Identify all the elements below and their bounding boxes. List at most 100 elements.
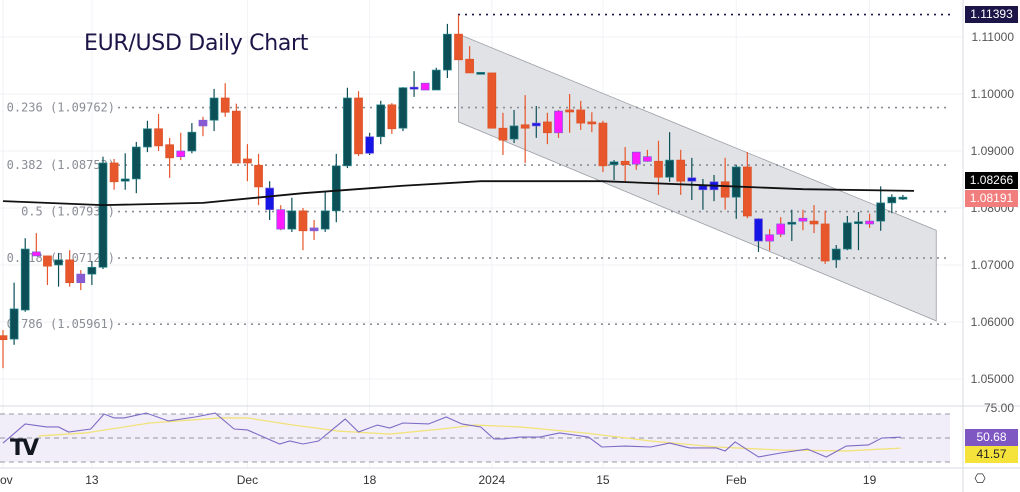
time-axis-label: 2024 [478,473,505,487]
candle[interactable] [820,223,830,262]
time-axis-label: Dec [237,473,258,487]
candle[interactable] [287,210,297,230]
candle[interactable] [298,210,308,232]
price-tick-label: 1.07000 [971,258,1015,272]
candle[interactable] [887,196,897,204]
candle[interactable] [231,110,241,164]
candle[interactable] [376,104,386,138]
candle[interactable] [743,166,752,217]
candle[interactable] [809,220,819,225]
fib-level-label: 0.236 (1.09762) [7,101,115,115]
candle[interactable] [276,209,286,230]
candle[interactable] [409,86,419,90]
candle[interactable] [154,128,163,147]
candle[interactable] [876,202,886,222]
candle[interactable] [798,217,808,222]
candle[interactable] [209,97,219,121]
candle[interactable] [631,151,641,165]
candle[interactable] [720,181,730,198]
candle[interactable] [787,221,797,225]
settings-gear-icon[interactable]: ⎔ [974,471,986,486]
candle[interactable] [165,144,174,159]
candle[interactable] [609,161,619,166]
candle[interactable] [498,127,508,141]
chart-title: EUR/USD Daily Chart [84,31,309,56]
price-tick-label: 1.10000 [971,87,1015,101]
candle[interactable] [220,97,230,113]
candle[interactable] [587,121,597,125]
candle[interactable] [243,158,252,164]
candle[interactable] [665,159,674,178]
candle[interactable] [265,187,274,211]
candle[interactable] [331,165,341,212]
candle[interactable] [143,128,152,148]
candle[interactable] [854,221,863,225]
time-axis-label: 19 [863,473,877,487]
candle[interactable] [754,218,763,242]
candle[interactable] [65,259,75,284]
candle[interactable] [309,227,319,232]
candle[interactable] [387,104,397,130]
candle[interactable] [676,159,686,182]
candle[interactable] [531,122,541,127]
candle[interactable] [87,266,97,275]
candle[interactable] [509,125,519,140]
sma-200-line [2,180,915,207]
candle[interactable] [31,251,41,257]
candle[interactable] [554,110,563,134]
candle[interactable] [654,160,663,178]
candle[interactable] [443,33,452,71]
candle[interactable] [565,109,574,113]
candle[interactable] [109,162,119,183]
candle[interactable] [643,156,652,162]
candle[interactable] [843,222,852,250]
candle[interactable] [576,109,586,124]
candle[interactable] [43,255,52,267]
tradingview-logo-icon: TV [10,436,39,461]
candle[interactable] [776,223,786,235]
candle[interactable] [898,196,908,200]
candle[interactable] [476,71,486,75]
candle[interactable] [98,162,108,268]
candle[interactable] [543,121,552,134]
candle[interactable] [9,308,19,340]
candle[interactable] [120,178,130,182]
time-axis-label: ov [0,473,13,487]
candle[interactable] [765,234,774,242]
candle[interactable] [465,58,474,74]
candle[interactable] [831,248,841,261]
rsi-ma-line [38,417,901,452]
time-axis-label: 13 [85,473,99,487]
candle[interactable] [420,82,430,91]
candle[interactable] [76,273,86,284]
candle[interactable] [520,124,530,129]
fib-level-label: 0.786 (1.05961) [7,317,115,331]
candle[interactable] [865,220,874,225]
candle[interactable] [365,136,374,154]
candle[interactable] [487,72,497,129]
high-price-label: 1.11393 [965,6,1018,23]
candle[interactable] [131,146,141,180]
candle[interactable] [187,131,197,152]
candle[interactable] [454,33,463,61]
candle[interactable] [176,150,186,158]
candle[interactable] [254,164,263,188]
descending-channel[interactable] [458,33,937,322]
fib-level-label: 0.5 (1.07938) [21,205,115,219]
candle[interactable] [731,166,741,198]
candle[interactable] [431,69,441,91]
candle[interactable] [198,119,208,127]
candle[interactable] [598,122,608,167]
candle[interactable] [20,248,30,311]
candle[interactable] [687,177,697,182]
candle[interactable] [0,335,8,341]
price-tick-label: 1.05000 [971,372,1015,386]
candle[interactable] [698,185,708,191]
candle[interactable] [54,259,63,266]
candle[interactable] [343,97,352,167]
candle[interactable] [354,97,363,155]
candle[interactable] [320,210,330,230]
candle[interactable] [620,160,630,166]
candle[interactable] [398,87,408,129]
